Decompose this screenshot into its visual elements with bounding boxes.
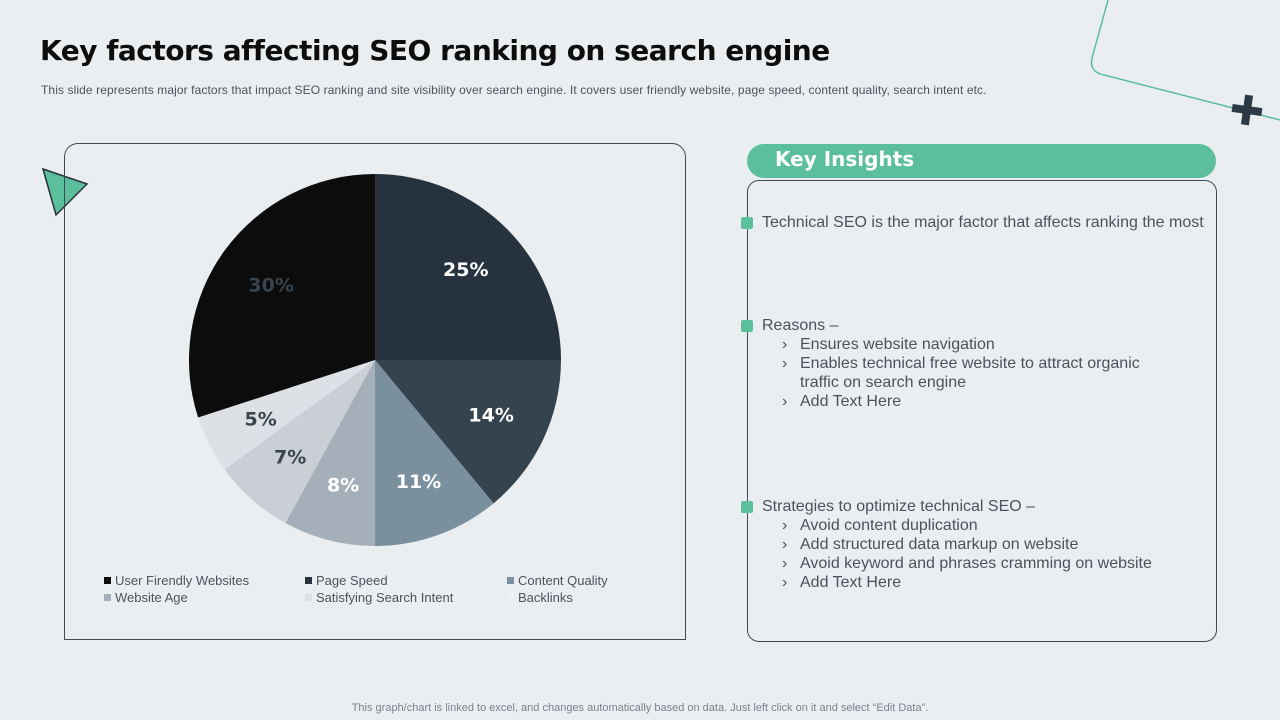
legend-label: Page Speed — [316, 573, 388, 588]
pie-data-label: 7% — [274, 446, 306, 468]
key-insights-box — [747, 180, 1217, 642]
list-item: › Add structured data markup on website — [741, 535, 1221, 554]
list-item-text: Add Text Here — [800, 574, 902, 591]
plus-icon — [1231, 94, 1263, 126]
list-item-text: Avoid content duplication — [800, 517, 978, 534]
chevron-right-icon: › — [782, 555, 788, 572]
legend-swatch — [104, 577, 111, 584]
legend-label: Backlinks — [518, 590, 573, 605]
pie-data-label: 30% — [248, 275, 293, 297]
list-item: › Enables technical free website to attra… — [741, 354, 1140, 392]
legend-item: Page Speed — [305, 573, 507, 588]
triangle-icon — [41, 167, 89, 217]
list-item-text: Enables technical free website to attrac… — [800, 355, 1140, 391]
legend-label: Content Quality — [518, 573, 608, 588]
pie-chart[interactable]: 25% 14% 11% 8% 7% 5% 30% — [187, 172, 563, 548]
pie-data-label: 5% — [245, 408, 277, 430]
insight-technical-seo: Technical SEO is the major factor that a… — [741, 213, 1221, 232]
list-item: › Ensures website navigation — [741, 335, 1221, 354]
insight-strategies: Strategies to optimize technical SEO – ›… — [741, 497, 1221, 592]
list-item: › Add Text Here — [741, 392, 1221, 411]
pie-slice[interactable] — [285, 360, 375, 546]
legend-item: User Firendly Websites — [104, 573, 305, 588]
list-item: › Add Text Here — [741, 573, 1221, 592]
pie-slice[interactable] — [198, 360, 375, 470]
corner-line — [1090, 0, 1280, 121]
insight-heading: Strategies to optimize technical SEO – — [762, 498, 1036, 515]
bullet-icon — [741, 500, 753, 513]
list-item-text: Avoid keyword and phrases cramming on we… — [800, 555, 1152, 572]
legend-swatch — [104, 594, 111, 601]
legend-label: Satisfying Search Intent — [316, 590, 454, 605]
legend-label: User Firendly Websites — [115, 573, 250, 588]
list-item: › Avoid keyword and phrases cramming on w… — [741, 554, 1221, 573]
legend-item: Satisfying Search Intent — [305, 590, 507, 605]
bullet-icon — [741, 319, 753, 332]
chevron-right-icon: › — [782, 517, 788, 534]
insight-text: Technical SEO is the major factor that a… — [762, 214, 1204, 231]
legend-label: Website Age — [115, 590, 188, 605]
page-title: Key factors affecting SEO ranking on sea… — [40, 34, 830, 67]
list-item-text: Add structured data markup on website — [800, 536, 1079, 553]
list-item-text: Ensures website navigation — [800, 336, 995, 353]
pie-slice[interactable] — [375, 174, 561, 360]
chart-legend: User Firendly Websites Page Speed Conten… — [104, 573, 667, 605]
insight-heading: Reasons – — [762, 317, 839, 334]
legend-item: Website Age — [104, 590, 305, 605]
pie-slice[interactable] — [375, 360, 494, 546]
page-subtitle: This slide represents major factors that… — [41, 83, 987, 97]
pie-data-label: 8% — [327, 474, 359, 496]
pie-data-label: 14% — [468, 405, 513, 427]
footer-note: This graph/chart is linked to excel, and… — [351, 702, 929, 714]
legend-swatch — [507, 594, 514, 601]
legend-swatch — [305, 594, 312, 601]
chevron-right-icon: › — [782, 336, 788, 353]
chevron-right-icon: › — [782, 536, 788, 553]
legend-swatch — [507, 577, 514, 584]
pie-data-label: 25% — [443, 259, 488, 281]
insight-reasons: Reasons – › Ensures website navigation › E… — [741, 316, 1221, 411]
key-insights-title: Key Insights — [775, 147, 915, 171]
pie-data-label: 11% — [396, 471, 441, 493]
list-item-text: Add Text Here — [800, 393, 902, 410]
pie-slice[interactable] — [375, 360, 561, 504]
chevron-right-icon: › — [782, 355, 788, 372]
key-insights-header: Key Insights — [747, 144, 1216, 178]
list-item: › Avoid content duplication — [741, 516, 1221, 535]
pie-slice[interactable] — [224, 360, 375, 523]
pie-slice[interactable] — [188, 174, 375, 418]
bullet-icon — [741, 216, 753, 229]
chevron-right-icon: › — [782, 393, 788, 410]
chart-panel — [64, 143, 686, 640]
legend-item: Content Quality — [507, 573, 667, 588]
legend-swatch — [305, 577, 312, 584]
chevron-right-icon: › — [782, 574, 788, 591]
legend-item: Backlinks — [507, 590, 667, 605]
